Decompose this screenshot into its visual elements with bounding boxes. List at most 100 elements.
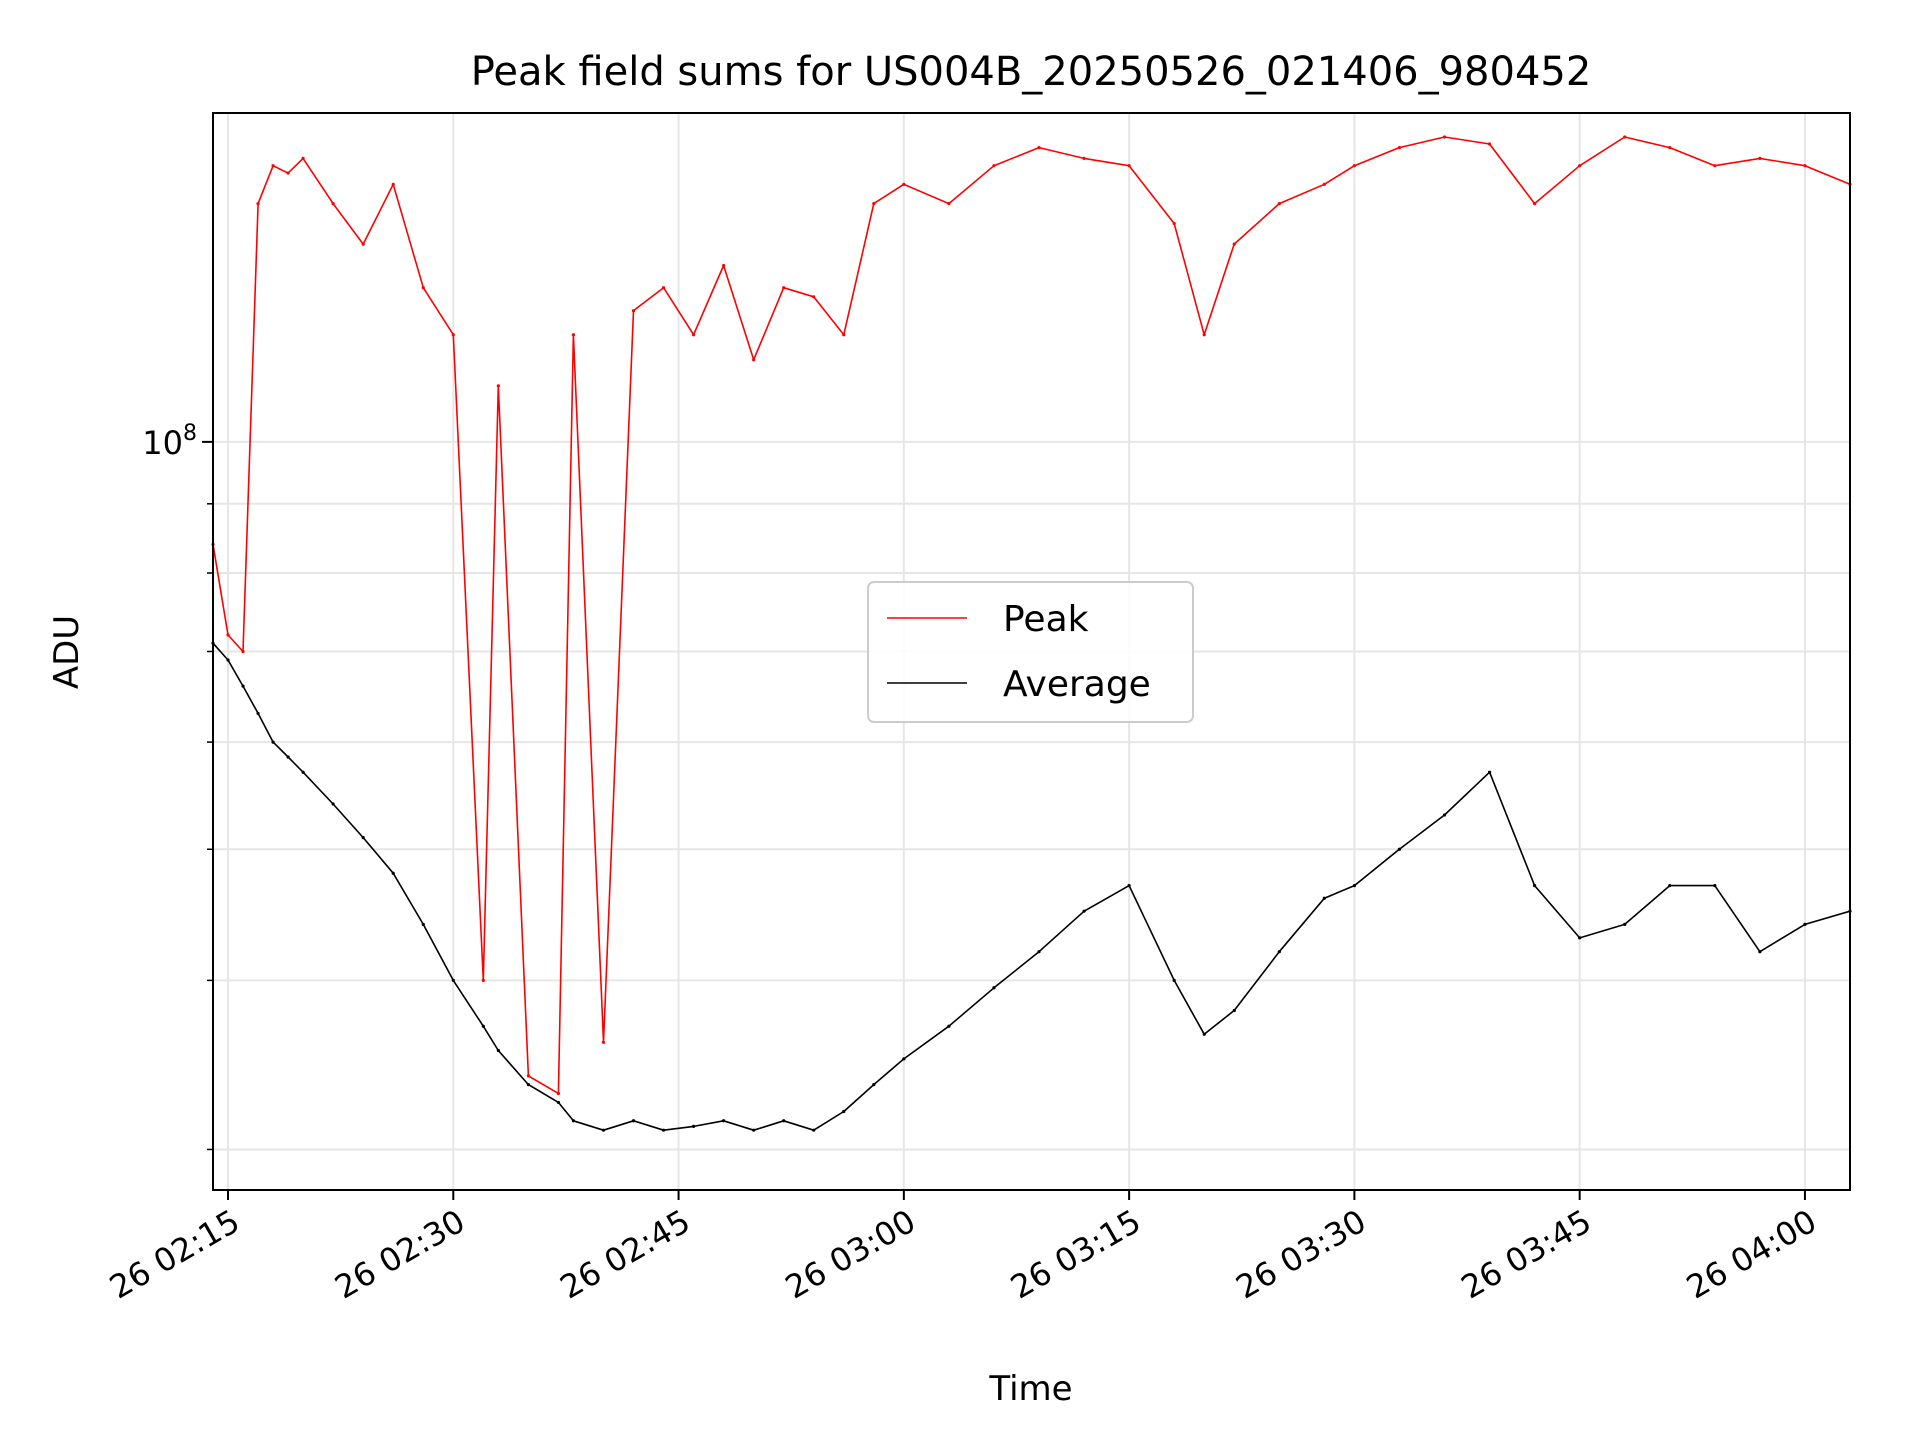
data-point-peak (331, 201, 335, 206)
data-point-average (661, 1128, 666, 1132)
data-point-peak (391, 182, 395, 186)
data-point-peak (842, 333, 846, 337)
data-point-average (271, 740, 275, 744)
data-point-average (1232, 1008, 1236, 1013)
x-axis-label: Time (988, 1369, 1072, 1409)
data-point-average (1487, 770, 1492, 774)
data-point-peak (286, 171, 290, 175)
data-point-average (1322, 896, 1326, 900)
data-point-average (361, 836, 365, 840)
data-point-peak (421, 286, 425, 290)
data-point-peak (661, 286, 666, 290)
data-point-peak (872, 201, 876, 206)
data-point-average (872, 1083, 876, 1087)
data-point-average (752, 1128, 756, 1132)
data-point-average (1127, 884, 1131, 888)
data-point-average (782, 1119, 786, 1123)
data-point-peak (1202, 333, 1206, 337)
data-point-average (391, 871, 395, 875)
data-point-average (842, 1109, 846, 1114)
data-point-peak (1232, 242, 1236, 246)
data-point-peak (1127, 164, 1131, 168)
data-point-peak (722, 263, 726, 268)
data-point-peak (1533, 201, 1537, 206)
data-point-peak (1442, 135, 1447, 139)
data-point-peak (556, 1091, 561, 1096)
data-point-peak (361, 242, 365, 246)
data-point-average (421, 922, 425, 926)
data-point-peak (1037, 145, 1041, 150)
data-point-average (1397, 847, 1402, 851)
data-point-peak (301, 156, 305, 160)
legend: Peak Average (867, 581, 1194, 723)
data-point-peak (496, 384, 500, 388)
y-axis-label: ADU (47, 615, 87, 689)
data-point-peak (947, 201, 951, 206)
data-point-average (902, 1057, 906, 1061)
series-layer (211, 135, 1852, 1132)
data-point-average (1082, 909, 1086, 913)
data-point-average (1623, 922, 1627, 926)
data-point-average (691, 1124, 696, 1129)
data-point-average (722, 1119, 726, 1123)
data-point-average (1202, 1032, 1206, 1036)
data-point-peak (1803, 164, 1807, 168)
data-point-average (286, 755, 290, 759)
data-point-average (992, 986, 996, 990)
data-point-peak (1713, 164, 1717, 168)
data-point-peak (631, 309, 636, 313)
data-point-peak (481, 978, 485, 982)
series-line-peak (212, 136, 1851, 1095)
data-point-average (1668, 884, 1672, 888)
data-point-average (1713, 884, 1717, 888)
series-line-average (212, 642, 1851, 1131)
data-point-average (241, 684, 245, 688)
grid (213, 113, 1850, 1190)
data-point-peak (1623, 135, 1627, 139)
data-point-peak (601, 1040, 606, 1044)
data-point-average (1352, 884, 1356, 888)
data-point-average (1037, 950, 1041, 954)
data-point-peak (1322, 182, 1326, 186)
data-point-average (1172, 978, 1176, 982)
data-point-average (256, 711, 260, 716)
data-point-average (331, 802, 335, 806)
data-point-peak (1397, 145, 1402, 150)
legend-label-average: Average (1003, 664, 1151, 705)
data-point-peak (1578, 164, 1582, 168)
data-point-average (526, 1083, 530, 1087)
data-point-average (1803, 922, 1807, 926)
data-point-peak (226, 633, 230, 637)
data-point-peak (1668, 145, 1672, 150)
data-point-average (451, 978, 455, 982)
data-point-peak (1487, 142, 1492, 146)
data-point-peak (1277, 201, 1281, 206)
data-point-average (1758, 950, 1762, 954)
data-point-average (226, 658, 230, 662)
data-point-average (812, 1128, 816, 1132)
data-point-average (481, 1024, 485, 1028)
data-point-peak (271, 164, 275, 168)
legend-label-peak: Peak (1003, 599, 1089, 640)
data-point-average (301, 770, 305, 774)
data-point-peak (812, 295, 816, 299)
data-point-average (631, 1119, 636, 1123)
data-point-peak (902, 182, 906, 186)
data-point-average (1442, 813, 1447, 817)
data-point-peak (1352, 164, 1356, 168)
data-point-average (1578, 936, 1582, 940)
data-point-peak (1172, 221, 1176, 226)
data-point-peak (752, 358, 756, 362)
data-point-average (947, 1024, 951, 1028)
data-point-peak (526, 1074, 530, 1078)
data-point-peak (1758, 156, 1762, 160)
legend-box (867, 581, 1194, 723)
data-point-peak (241, 649, 245, 654)
data-point-average (496, 1048, 500, 1053)
data-point-average (1533, 884, 1537, 888)
chart-title: Peak field sums for US004B_20250526_0214… (471, 49, 1592, 95)
data-point-peak (992, 164, 996, 168)
data-point-average (571, 1119, 576, 1123)
data-point-peak (571, 333, 576, 337)
